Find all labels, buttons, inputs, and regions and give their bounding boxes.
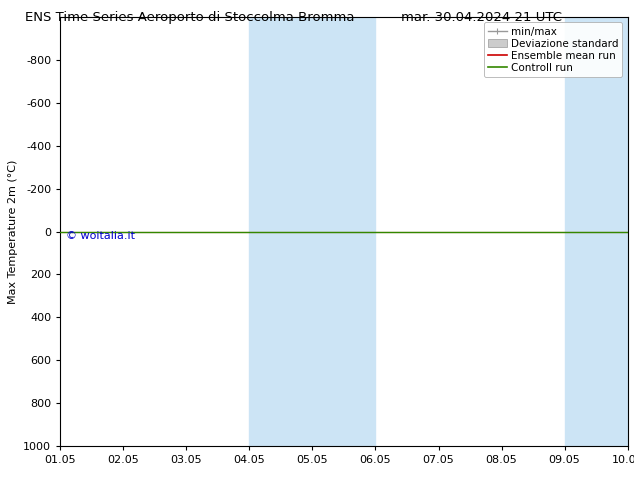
Bar (249, 17, 375, 446)
Bar (565, 17, 628, 446)
Text: mar. 30.04.2024 21 UTC: mar. 30.04.2024 21 UTC (401, 11, 562, 24)
Legend: min/max, Deviazione standard, Ensemble mean run, Controll run: min/max, Deviazione standard, Ensemble m… (484, 23, 623, 77)
Y-axis label: Max Temperature 2m (°C): Max Temperature 2m (°C) (8, 159, 18, 304)
Text: © woitalia.it: © woitalia.it (66, 231, 135, 241)
Text: ENS Time Series Aeroporto di Stoccolma-Bromma: ENS Time Series Aeroporto di Stoccolma-B… (25, 11, 355, 24)
